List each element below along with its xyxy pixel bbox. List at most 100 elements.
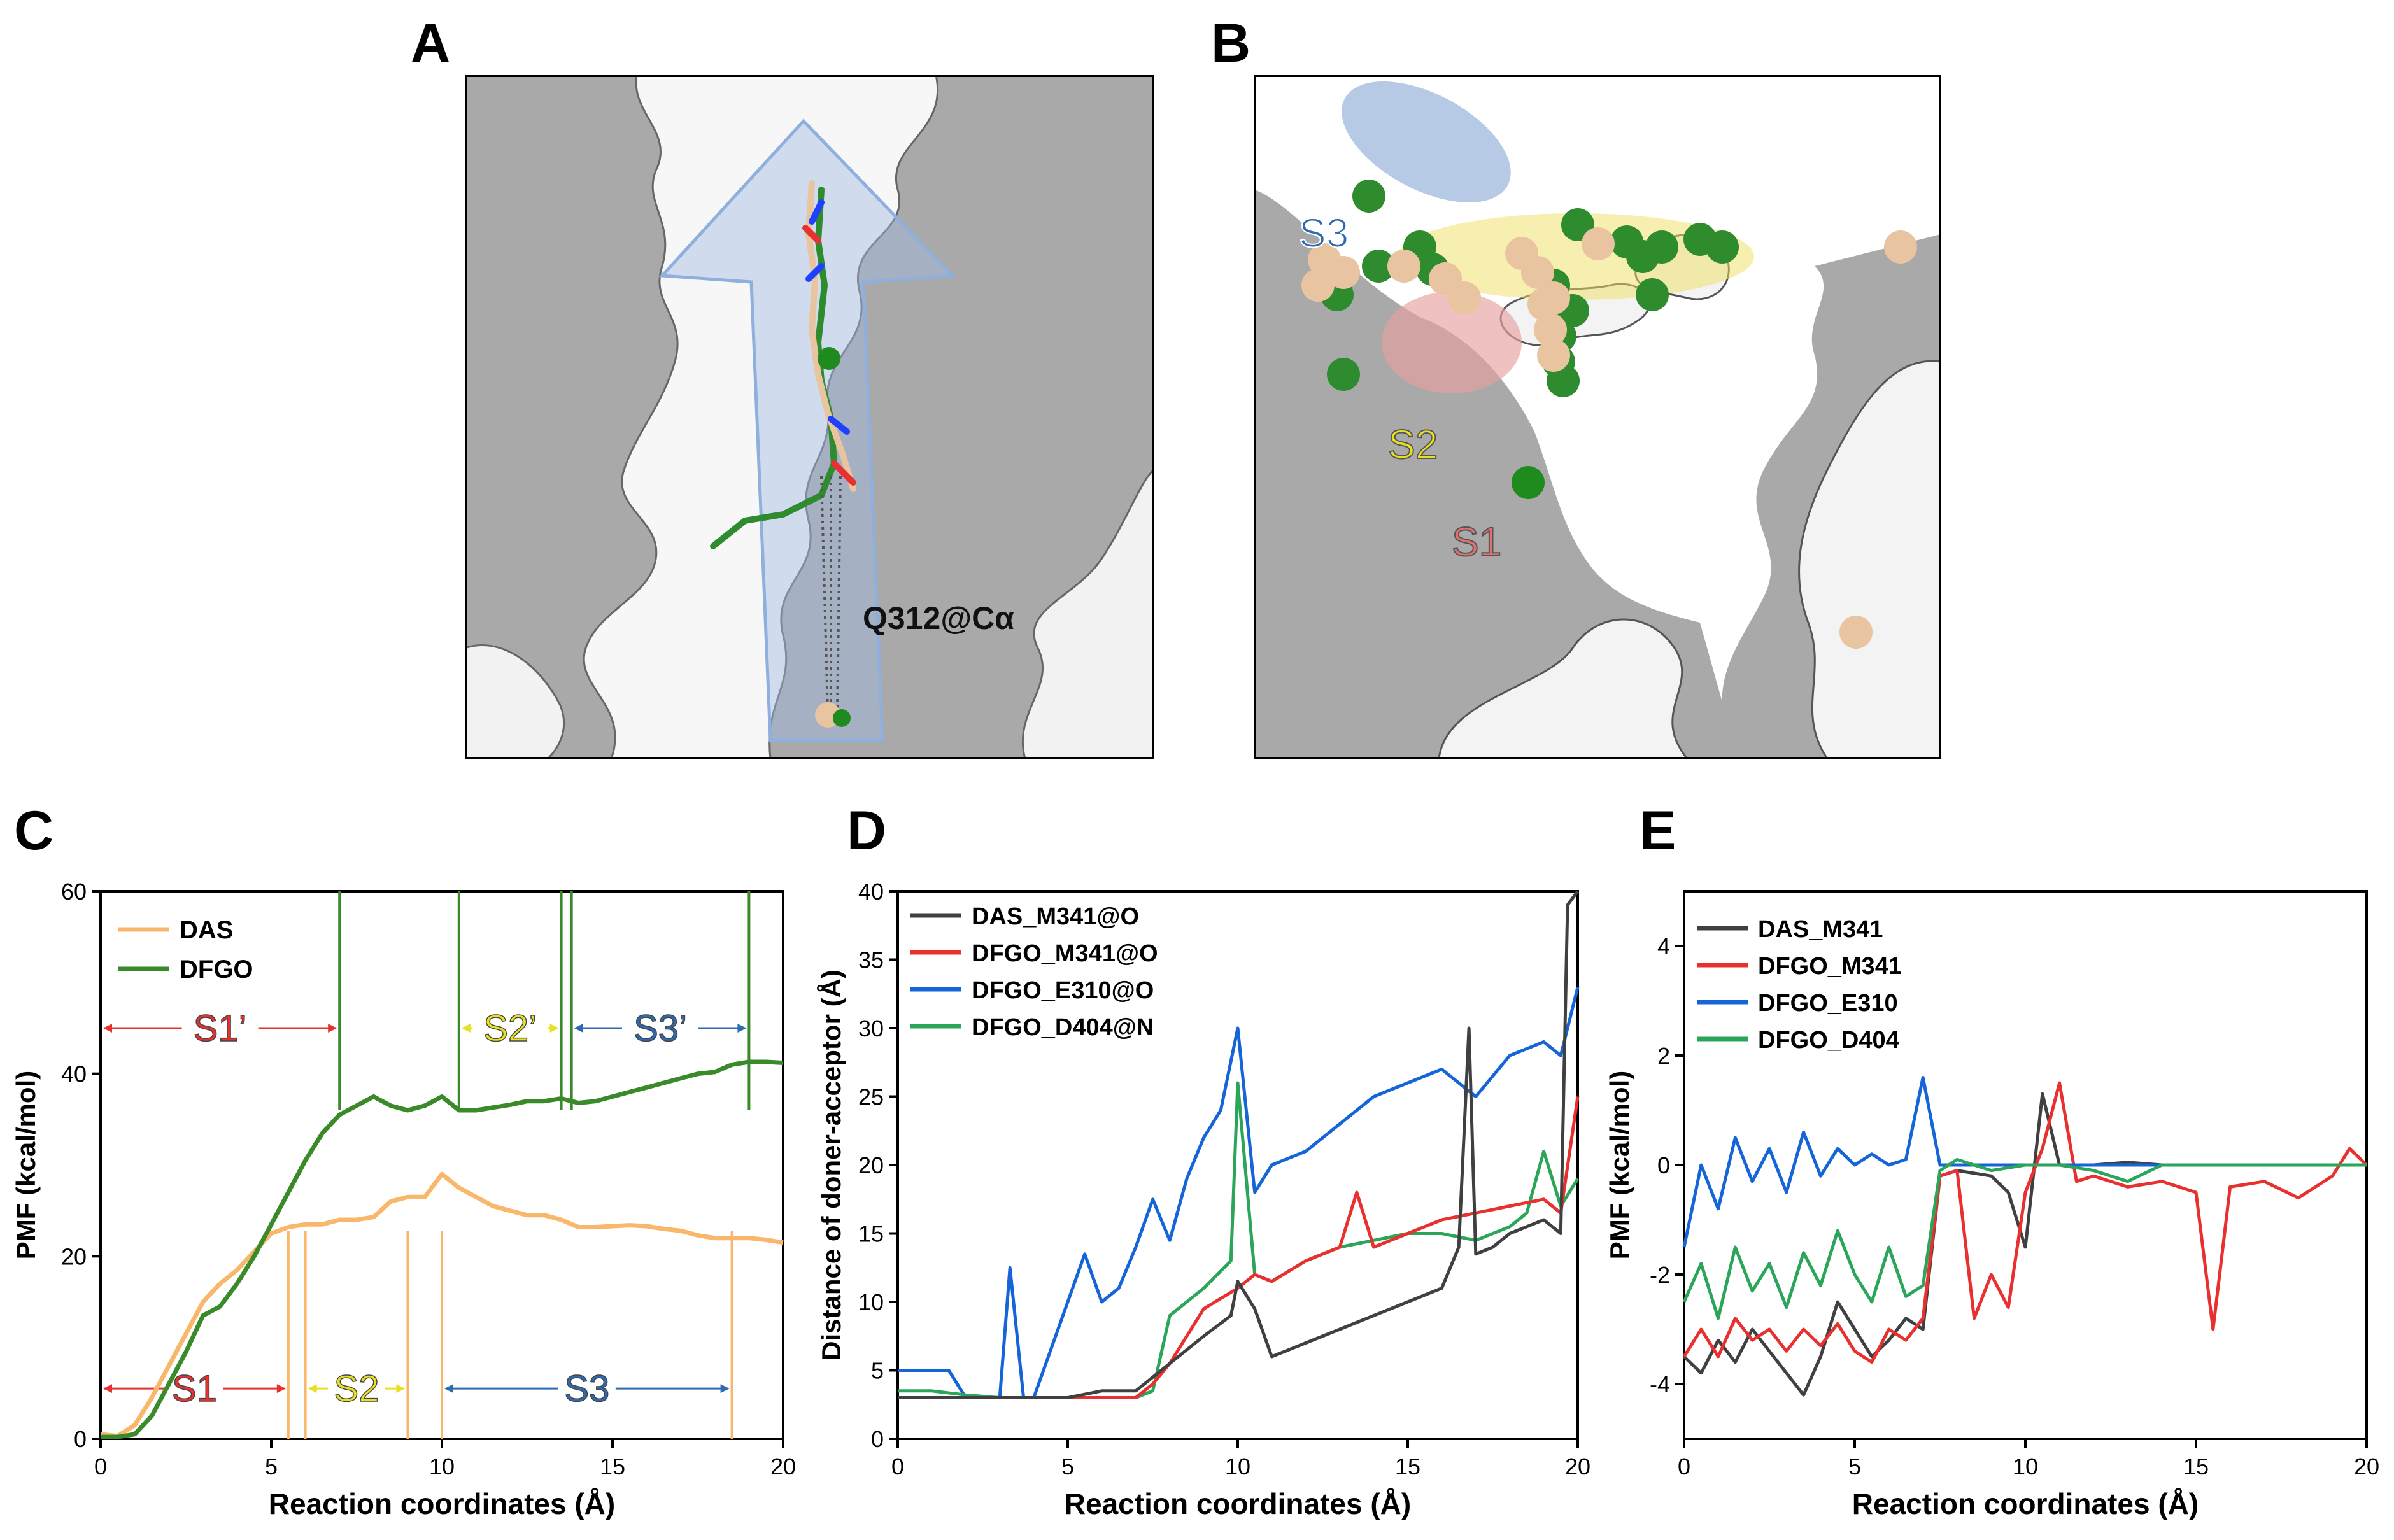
panel-letter-d: D [847,800,887,861]
y-tick-label: 0 [871,1426,884,1452]
y-tick-label: 0 [74,1426,87,1452]
y-tick-label: 10 [858,1289,884,1315]
region-label: S1’ [194,1008,247,1049]
protein-channel-surface [583,75,938,759]
x-tick-label: 10 [1225,1453,1250,1480]
series-line-das-m341-o [898,890,1580,1399]
region-arrowhead-left [308,1384,317,1394]
panel-letter-b: B [1211,13,1251,74]
y-axis-label: PMF (kcal/mol) [11,1071,41,1259]
com-beads [1301,180,1917,649]
region-label-bg [558,1369,616,1408]
pulling-direction-arrow [658,118,956,742]
x-tick-label: 20 [1565,1453,1590,1480]
region-arrowhead-left [461,1024,471,1033]
legend-label: DFGO_E310 [1758,990,1898,1017]
x-axis-label: Reaction coordinates (Å) [269,1487,615,1520]
y-tick-label: 40 [858,879,884,905]
series-line-dfgo-e310-o [898,986,1580,1399]
surface-bottom [1438,618,1689,759]
site-label-s2: S2 [1388,421,1438,467]
residue-label: Q312@Cα [863,600,1014,636]
chart-e: 0 5 10 15 20 -4 -2 0 2 4 Reaction coordinates (Å) P… [1604,890,2379,1520]
panel-letter-a: A [411,13,451,74]
site-label-s3: S3 [1299,210,1349,256]
region-label-bg [328,1369,385,1408]
region-arrowhead-right [328,1024,337,1033]
x-tick-label: 5 [265,1453,278,1480]
y-tick-label: 40 [61,1061,87,1087]
region-arrowhead-left [103,1024,112,1033]
protein-surface-right [1021,468,1154,759]
y-axis-label: Distance of doner-acceptor (Å) [816,970,846,1360]
x-tick-label: 10 [2013,1453,2038,1480]
protein-slice-left [1254,190,1738,759]
y-tick-label: 30 [858,1015,884,1042]
x-tick-label: 0 [94,1453,107,1480]
region-arrowhead-right [720,1384,730,1394]
legend-label: DFGO_D404@N [972,1014,1154,1041]
site-s1-region [1382,292,1522,393]
plot-frame [896,890,1579,1440]
legend-label: DFGO_D404 [1758,1027,1899,1054]
region-label-bg [181,1009,259,1047]
y-tick-label: 5 [871,1358,884,1384]
x-tick-label: 15 [1395,1453,1420,1480]
region-arrowhead-right [549,1024,559,1033]
y-tick-label: 20 [61,1243,87,1269]
surface-right [1798,360,1941,759]
y-tick-label: 60 [61,879,87,905]
region-arrowhead-left [574,1024,583,1033]
panel-a-structure: Q312@Cα [465,75,1154,759]
x-tick-label: 15 [600,1453,625,1480]
legend-label: DAS_M341 [1758,916,1883,943]
x-tick-label: 15 [2183,1453,2209,1480]
ligand-atom [818,347,840,370]
series-das-line [100,1171,784,1439]
chart-d: 0 5 10 15 20 0 5 10 15 20 25 30 35 40 Reaction coordin… [816,879,1590,1520]
y-tick-label: -2 [1650,1262,1670,1288]
y-tick-label: 20 [858,1152,884,1178]
x-tick-label: 5 [1061,1453,1074,1480]
panel-letter-e: E [1640,800,1676,861]
region-label-bg [472,1009,549,1047]
distance-lines [820,476,842,712]
site-s3-region [1342,81,1511,202]
x-tick-label: 20 [770,1453,796,1480]
region-arrowhead-right [396,1384,406,1394]
ligand-sticks [710,180,856,549]
x-axis-label: Reaction coordinates (Å) [1852,1487,2199,1520]
region-arrowhead-right [737,1024,747,1033]
region-label: S1 [172,1368,217,1409]
series-line-dfgo-d404 [1682,1157,2367,1320]
legend-label: DFGO_E310@O [972,977,1154,1004]
y-tick-label: 2 [1657,1043,1670,1069]
x-tick-label: 0 [891,1453,904,1480]
region-label: S2 [334,1368,379,1409]
y-tick-label: 15 [858,1221,884,1247]
panel-a-frame [465,75,1154,759]
chart-c: 0 5 10 15 20 0 20 40 60 Reaction coordinates (Å) P… [11,879,796,1520]
panel-b-frame [1254,75,1941,759]
panel-b-structure: S3 S2 S1 [1254,75,1941,759]
x-tick-label: 5 [1848,1453,1861,1480]
x-axis-label: Reaction coordinates (Å) [1065,1487,1411,1520]
protein-surface-left [465,644,565,759]
legend-label: DFGO_M341 [1758,953,1902,980]
y-tick-label: 25 [858,1084,884,1110]
region-arrowhead-right [276,1384,286,1394]
calpha-bead-green [833,709,851,727]
y-tick-label: -4 [1650,1371,1670,1397]
y-tick-label: 0 [1657,1152,1670,1178]
series-dfgo-line [101,1059,784,1439]
region-label: S3 [564,1368,609,1409]
x-tick-label: 10 [429,1453,455,1480]
x-tick-label: 20 [2354,1453,2379,1480]
legend-label: DFGO [180,956,253,984]
series-line-dfgo-e310 [1682,1075,2367,1248]
panel-letter-c: C [14,800,54,861]
y-tick-label: 4 [1657,933,1670,959]
site-label-s1: S1 [1452,519,1501,565]
legend-label: DFGO_M341@O [972,940,1158,967]
